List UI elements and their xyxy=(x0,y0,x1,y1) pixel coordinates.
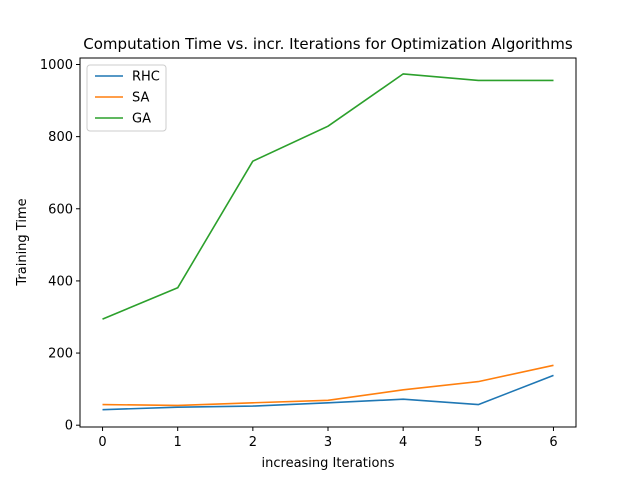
chart-title: Computation Time vs. incr. Iterations fo… xyxy=(83,35,573,53)
y-axis-ticks: 0 200 400 600 800 1000 xyxy=(40,58,80,434)
x-tick-label: 0 xyxy=(98,435,106,450)
legend-box xyxy=(86,64,167,132)
y-tick-label: 800 xyxy=(48,130,73,145)
x-tick-label: 3 xyxy=(324,435,332,450)
legend: RHC SA GA xyxy=(86,64,167,132)
series-line-ga xyxy=(102,73,554,320)
legend-label-ga: GA xyxy=(132,112,151,127)
series-line-sa xyxy=(102,364,554,407)
y-tick-label: 0 xyxy=(65,419,73,434)
y-tick-label: 400 xyxy=(48,274,73,289)
x-axis-ticks: 0 1 2 3 4 5 6 xyxy=(98,427,558,450)
y-axis-label: Training Time xyxy=(15,198,30,286)
x-tick-label: 5 xyxy=(474,435,482,450)
legend-label-rhc: RHC xyxy=(132,70,160,85)
x-axis-label: increasing Iterations xyxy=(262,456,395,471)
x-tick-label: 4 xyxy=(399,435,407,450)
y-tick-label: 600 xyxy=(48,202,73,217)
x-tick-label: 6 xyxy=(549,435,557,450)
plot-lines xyxy=(102,73,554,411)
series-line-rhc xyxy=(102,374,554,411)
x-tick-label: 2 xyxy=(249,435,257,450)
y-tick-label: 200 xyxy=(48,347,73,362)
x-tick-label: 1 xyxy=(174,435,182,450)
y-tick-label: 1000 xyxy=(40,58,73,73)
legend-label-sa: SA xyxy=(132,91,149,106)
